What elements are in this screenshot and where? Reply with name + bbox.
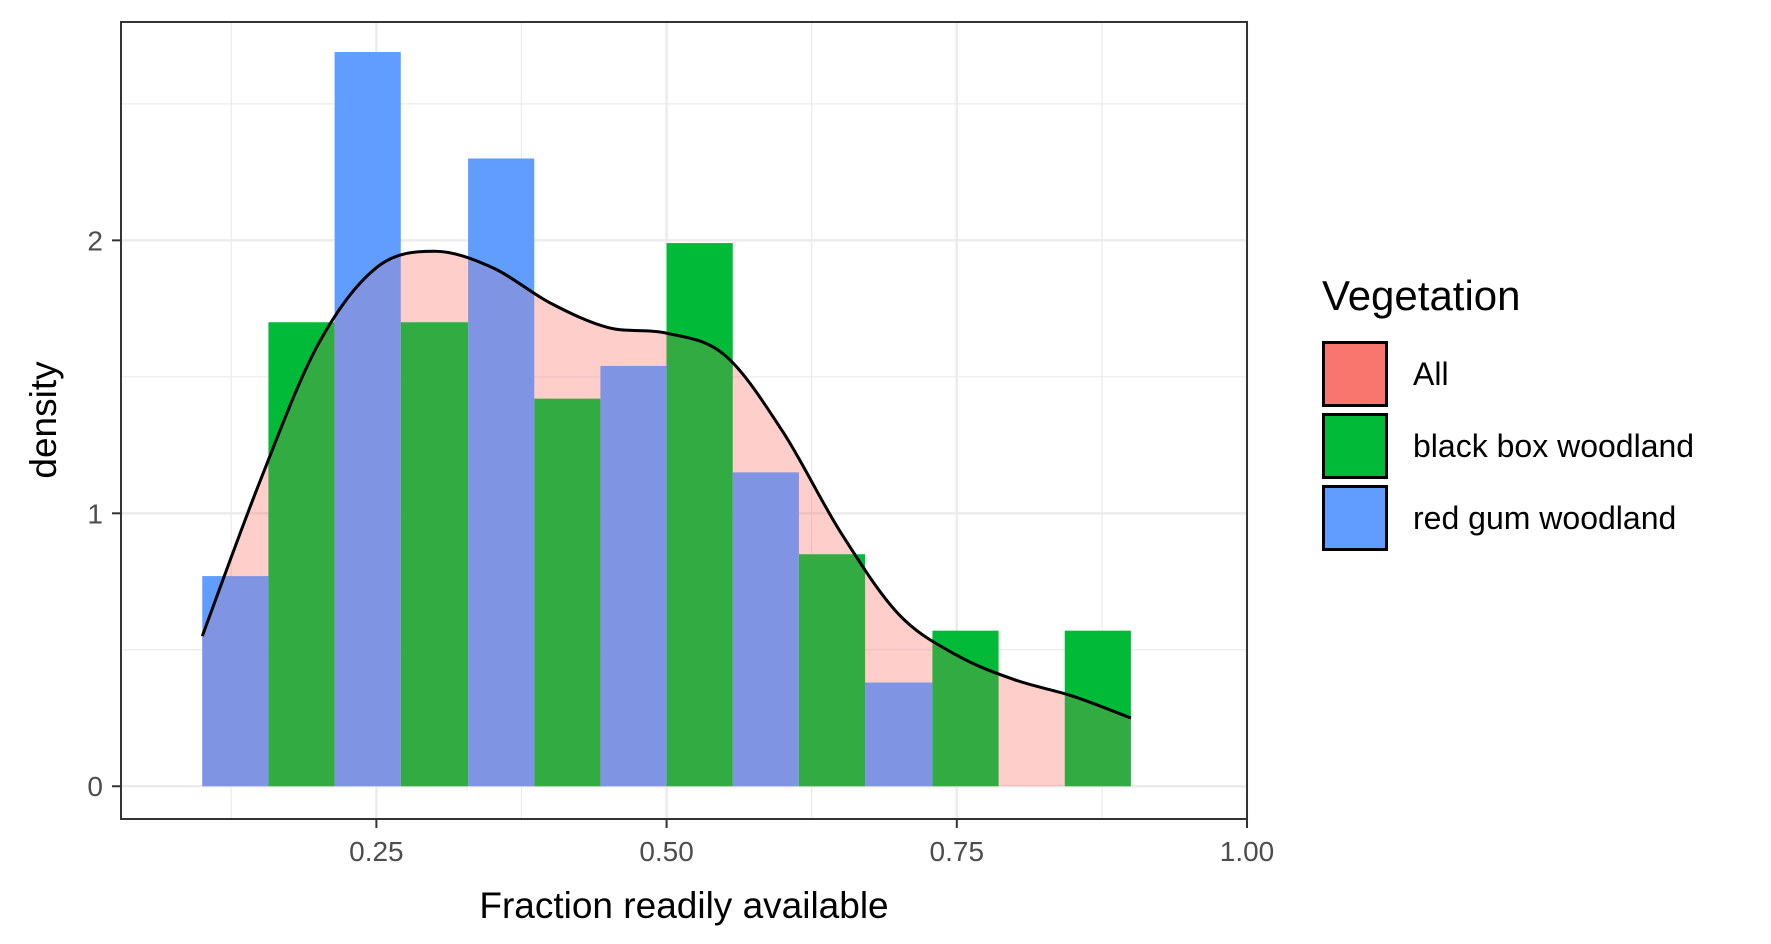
bar-red-gum-woodland (202, 576, 269, 787)
x-tick-label: 0.25 (349, 836, 404, 867)
bar-red-gum-woodland (865, 682, 933, 787)
y-axis-title: density (23, 361, 64, 479)
density-area-overlay (202, 251, 1131, 787)
legend: Vegetation All black box woodland red gu… (1322, 272, 1694, 554)
bar-black-box-woodland (666, 243, 733, 787)
legend-key-all (1322, 341, 1388, 407)
legend-label-all: All (1413, 355, 1449, 392)
x-axis-title: Fraction readily available (479, 885, 888, 926)
bar-black-box-woodland (534, 398, 601, 787)
legend-key-black-box-woodland (1322, 413, 1388, 479)
panel-border (120, 21, 1248, 820)
density-line (200, 249, 1132, 720)
legend-item-red-gum-woodland: red gum woodland (1322, 482, 1694, 554)
y-tick-label: 2 (87, 225, 103, 256)
x-tick-label: 1.00 (1220, 836, 1275, 867)
bar-black-box-woodland (1064, 630, 1131, 787)
axes: 0.25 0.50 0.75 1.00 0 1 2 (87, 225, 1274, 867)
density-layer (200, 249, 1132, 787)
legend-key-red-gum-woodland (1322, 485, 1388, 551)
legend-item-black-box-woodland: black box woodland (1322, 410, 1694, 482)
y-tick-label: 0 (87, 771, 103, 802)
legend-title: Vegetation (1322, 272, 1521, 319)
bar-red-gum-woodland (600, 365, 667, 787)
legend-label-black-box-woodland: black box woodland (1413, 427, 1695, 464)
x-tick-label: 0.75 (930, 836, 985, 867)
legend-item-all: All (1322, 338, 1694, 410)
bar-red-gum-woodland (334, 52, 401, 787)
bar-black-box-woodland (400, 322, 469, 787)
bar-black-box-woodland (798, 554, 866, 787)
bar-black-box-woodland (268, 322, 335, 787)
legend-label-red-gum-woodland: red gum woodland (1413, 499, 1677, 536)
histogram-bars (202, 52, 1131, 787)
bar-red-gum-woodland (732, 472, 799, 787)
x-tick-label: 0.50 (639, 836, 694, 867)
y-tick-label: 1 (87, 498, 103, 529)
bar-black-box-woodland (932, 630, 999, 787)
